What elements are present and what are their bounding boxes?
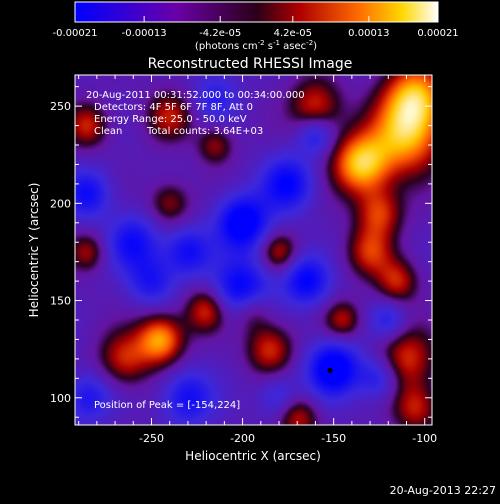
colorbar-ticks: -0.00021 -0.00013 -4.2e-05 4.2e-05 0.00013 0.… <box>53 16 459 39</box>
x-tick-label: -100 <box>412 432 437 445</box>
chart-title: Reconstructed RHESSI Image <box>148 56 353 72</box>
time-range-label: 20-Aug-2011 00:31:52.000 to 00:34:00.000 <box>86 90 305 101</box>
energy-range-label: Energy Range: 25.0 - 50.0 keV <box>94 114 247 125</box>
colorbar-tick-label: -0.00021 <box>53 28 98 39</box>
y-tick-label: 150 <box>50 295 71 308</box>
heatmap-image <box>75 75 432 425</box>
colorbar: -0.00021 -0.00013 -4.2e-05 4.2e-05 0.00013 0.… <box>53 1 459 52</box>
peak-marker <box>327 368 333 374</box>
colorbar-tick-label: 0.00013 <box>348 28 389 39</box>
method-label: Clean <box>94 126 122 137</box>
colorbar-gradient <box>74 1 439 23</box>
footer-timestamp: 20-Aug-2013 22:27 <box>390 484 496 497</box>
y-tick-label: 100 <box>50 392 71 405</box>
colorbar-tick-label: -0.00013 <box>122 28 167 39</box>
plot-frame <box>74 74 433 426</box>
y-tick-label: 250 <box>50 100 71 113</box>
peak-position-label: Position of Peak = [-154,224] <box>94 400 240 411</box>
x-tick-label: -200 <box>230 432 255 445</box>
total-counts-label: Total counts: 3.64E+03 <box>146 126 263 137</box>
x-axis-label: Heliocentric X (arcsec) <box>185 449 321 463</box>
plot-annotations: 20-Aug-2011 00:31:52.000 to 00:34:00.000… <box>86 90 305 411</box>
x-tick-label: -150 <box>321 432 346 445</box>
colorbar-tick-label: 4.2e-05 <box>274 28 312 39</box>
y-axis-label: Heliocentric Y (arcsec) <box>27 183 41 318</box>
colorbar-tick-label: 0.00021 <box>417 28 458 39</box>
detectors-label: Detectors: 4F 5F 6F 7F 8F, Att 0 <box>94 102 253 113</box>
heatmap-raster <box>75 75 432 425</box>
y-tick-label: 200 <box>50 197 71 210</box>
marker-dot <box>327 368 333 374</box>
x-tick-label: -250 <box>139 432 164 445</box>
colorbar-units: (photons cm-2 s-1 asec-2) <box>195 39 317 52</box>
axis-ticks: -250 -200 -150 -100 100 150 200 250 <box>50 75 437 445</box>
colorbar-tick-label: -4.2e-05 <box>199 28 241 39</box>
